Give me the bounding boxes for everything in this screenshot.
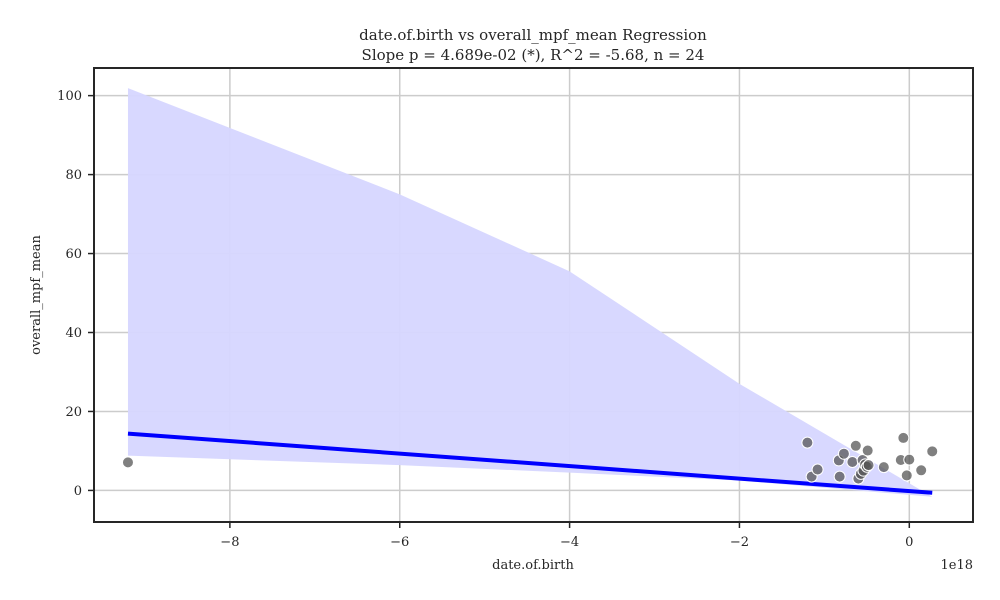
chart-title: date.of.birth vs overall_mpf_mean Regres… (359, 26, 707, 44)
data-point (811, 463, 824, 476)
confidence-band-layer (127, 88, 933, 497)
data-point (915, 464, 928, 477)
data-point (861, 444, 874, 457)
y-tick-label: 80 (65, 168, 82, 183)
regression-line-layer (127, 431, 933, 495)
x-tick-label: −8 (220, 535, 239, 550)
y-tick-label: 0 (74, 484, 82, 499)
y-tick-label: 60 (65, 247, 82, 262)
data-point (897, 431, 910, 444)
data-point (801, 436, 814, 449)
data-point (121, 456, 134, 469)
data-point (900, 469, 913, 482)
chart-subtitle: Slope p = 4.689e-02 (*), R^2 = -5.68, n … (362, 46, 705, 64)
data-point (926, 445, 939, 458)
plot-frame (93, 67, 974, 523)
y-tick-label: 40 (65, 326, 82, 341)
data-point (862, 459, 875, 472)
data-point (846, 455, 859, 468)
x-tick-label: 0 (905, 535, 913, 550)
confidence-band (127, 88, 933, 497)
data-point (877, 461, 890, 474)
data-point (837, 447, 850, 460)
x-tick-label: −2 (730, 535, 749, 550)
y-tick-label: 100 (57, 89, 82, 104)
x-tick-label: −4 (560, 535, 579, 550)
axis-ticks: −8 −6 −4 −2 0 0 20 40 60 80 100 (57, 89, 913, 550)
x-axis-offset-label: 1e18 (940, 558, 973, 573)
data-point (849, 439, 862, 452)
x-tick-label: −6 (390, 535, 409, 550)
regression-line (127, 431, 933, 495)
x-axis-label: date.of.birth (492, 558, 574, 573)
y-tick-label: 20 (65, 405, 82, 420)
data-point (833, 470, 846, 483)
scatter-points (121, 431, 939, 485)
y-axis-label: overall_mpf_mean (29, 234, 44, 354)
data-point (903, 453, 916, 466)
